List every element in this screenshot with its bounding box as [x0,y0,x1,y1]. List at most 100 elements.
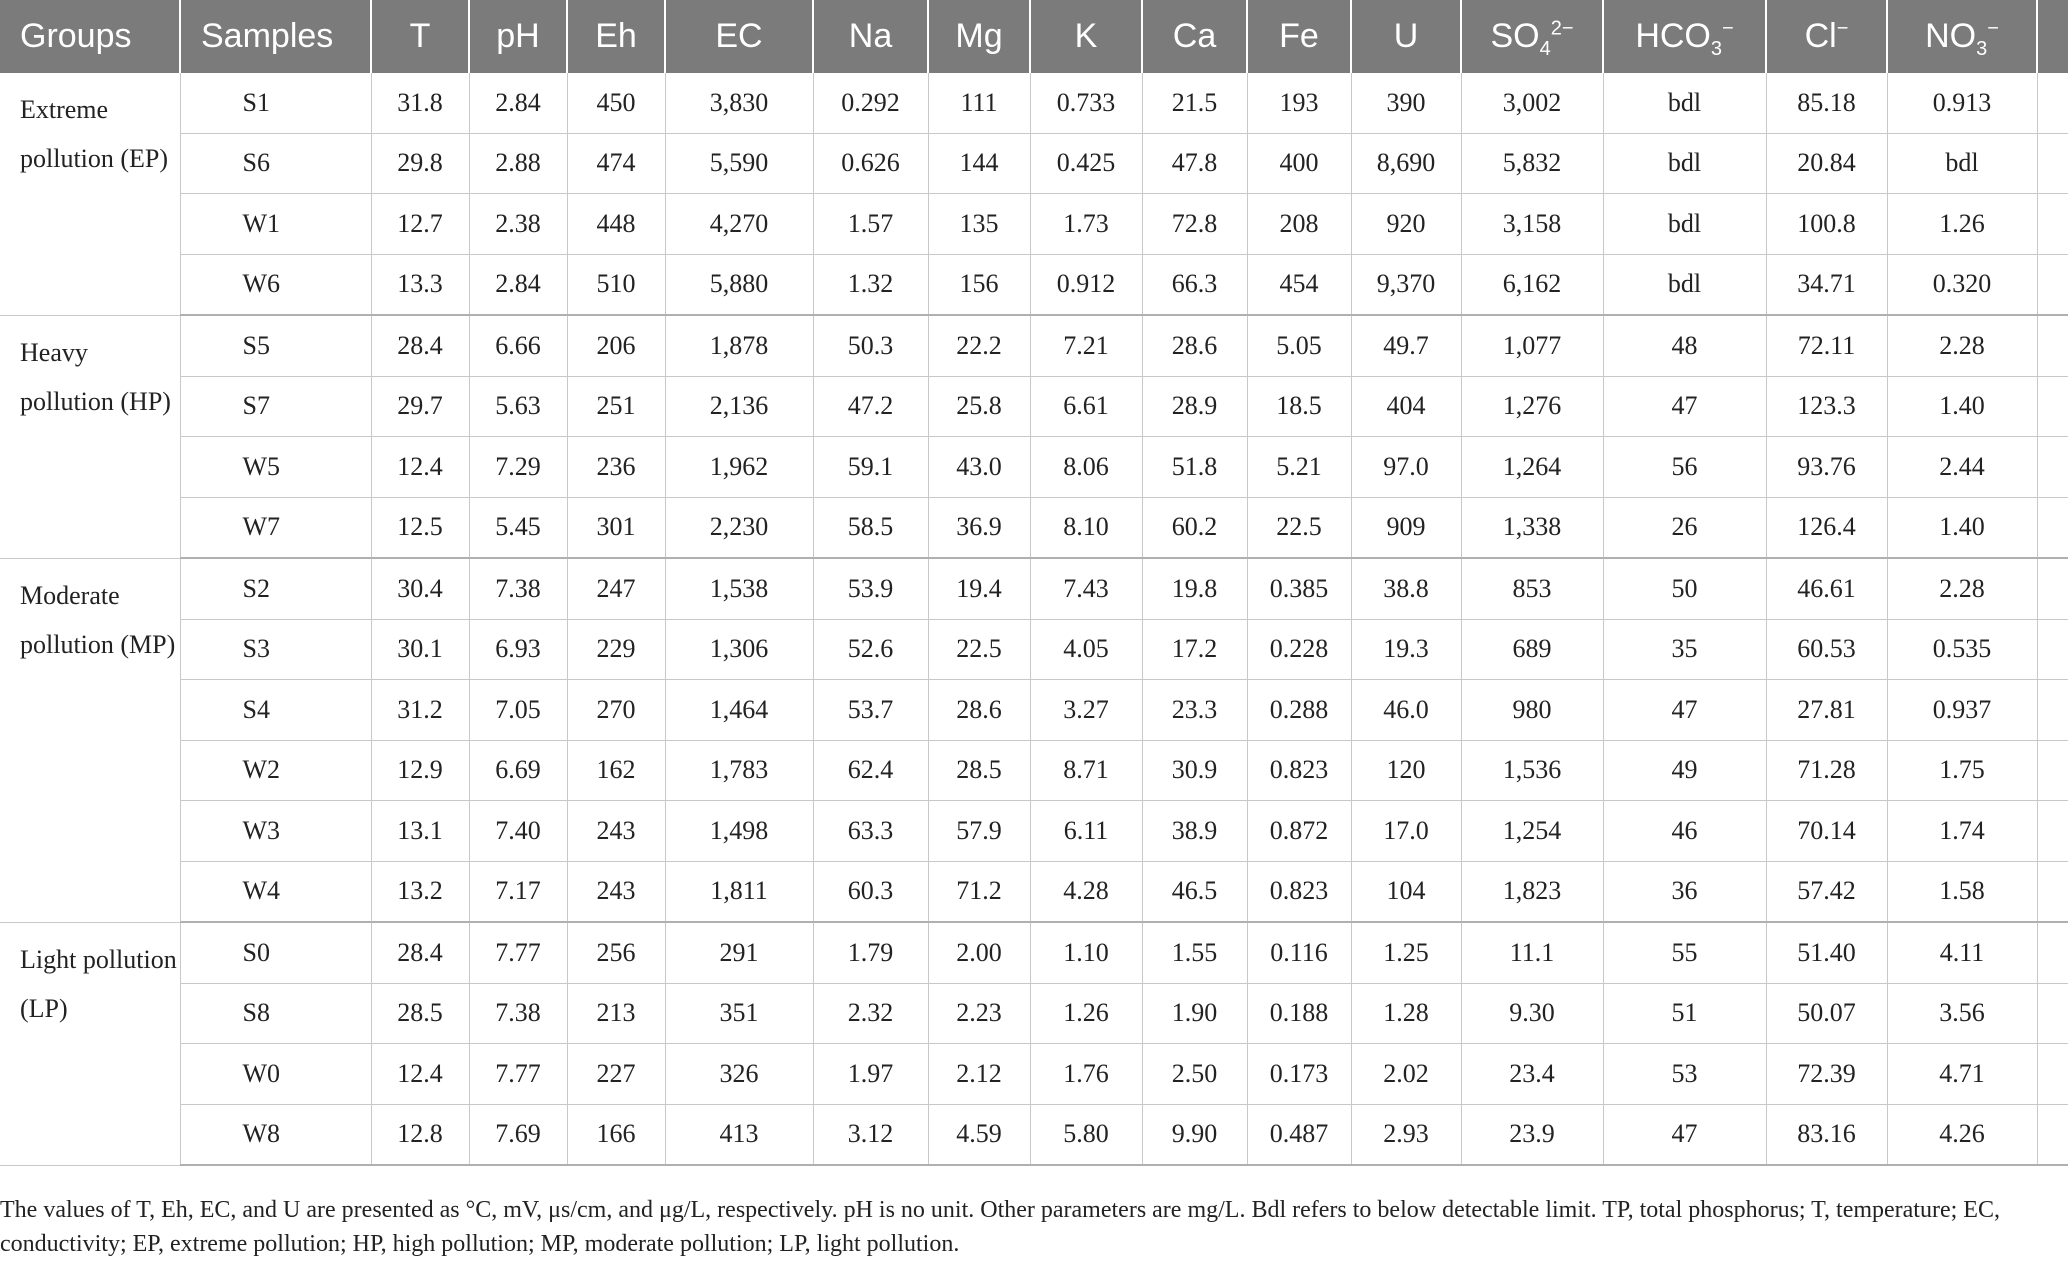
table-row: W7 12.5 5.45 301 2,230 58.5 36.9 8.10 60.2 22.5 90… [0,497,2068,559]
value-cell: 1.32 [813,254,929,316]
value-cell: 72.11 [1766,315,1888,377]
value-cell: 51 [1603,983,1767,1044]
value-cell: 0.011 [2037,558,2068,620]
value-cell: 1,464 [665,679,814,741]
value-cell: bdl [1887,133,2038,194]
value-cell: 193 [1247,73,1352,134]
value-cell: 7.40 [469,800,568,862]
value-cell: 70.14 [1766,800,1888,862]
value-cell: 400 [1247,133,1352,194]
value-cell: 2.93 [1351,1104,1462,1166]
value-cell: 0.733 [1030,73,1143,134]
value-cell: 53.7 [813,679,929,741]
value-cell: 20.84 [1766,133,1888,194]
value-cell: 6.54 [2037,133,2068,194]
header-ca: Ca [1142,0,1248,73]
value-cell: 3,158 [1461,193,1604,255]
value-cell: 0.912 [1030,254,1143,316]
value-cell: 7.77 [469,922,568,984]
value-cell: 60.2 [1142,497,1248,559]
value-cell: 1,811 [665,861,814,923]
value-cell: 53 [1603,1043,1767,1105]
value-cell: 49 [1603,740,1767,801]
table-row: W5 12.4 7.29 236 1,962 59.1 43.0 8.06 51.8 5.21 97… [0,436,2068,498]
value-cell: 1,276 [1461,376,1604,437]
value-cell: 100.8 [1766,193,1888,255]
value-cell: 29.8 [371,133,470,194]
value-cell: 2.84 [469,73,568,134]
value-cell: 18.5 [1247,376,1352,437]
value-cell: 0.425 [1030,133,1143,194]
value-cell: 404 [1351,376,1462,437]
value-cell: 7.05 [469,679,568,741]
value-cell: 0.031 [2037,922,2068,984]
value-cell: 1.79 [813,922,929,984]
value-cell: 55 [1603,922,1767,984]
table-row: W8 12.8 7.69 166 413 3.12 4.59 5.80 9.90 0.487 2.9… [0,1104,2068,1166]
value-cell: 50.3 [813,315,929,377]
value-cell: 2.50 [1142,1043,1248,1105]
value-cell: 450 [567,73,666,134]
value-cell: 144 [928,133,1031,194]
value-cell: 1.75 [1887,740,2038,801]
value-cell: 66.3 [1142,254,1248,316]
value-cell: 7.69 [469,1104,568,1166]
table-row: S8 28.5 7.38 213 351 2.32 2.23 1.26 1.90 0.188 1.2… [0,983,2068,1044]
water-chemistry-table: Groups Samples T pH Eh EC Na Mg K Ca Fe … [0,0,2068,1166]
header-so4: SO42− [1461,0,1604,73]
value-cell: 104 [1351,861,1462,923]
value-cell: 1,538 [665,558,814,620]
value-cell: 6.69 [469,740,568,801]
value-cell: 17.0 [1351,800,1462,862]
sample-id-cell: W5 [180,436,372,498]
value-cell: 4.59 [928,1104,1031,1166]
value-cell: 0.292 [813,73,929,134]
table-row: W1 12.7 2.38 448 4,270 1.57 135 1.73 72.8 208 920 3… [0,193,2068,255]
value-cell: 3.12 [813,1104,929,1166]
value-cell: 6.61 [1030,376,1143,437]
sample-id-cell: W4 [180,861,372,923]
sample-id-cell: W6 [180,254,372,316]
header-row: Groups Samples T pH Eh EC Na Mg K Ca Fe … [0,0,2068,73]
value-cell: 28.6 [1142,315,1248,377]
value-cell: 6,162 [1461,254,1604,316]
table-footnote: The values of T, Eh, EC, and U are prese… [0,1197,2000,1257]
header-na: Na [813,0,929,73]
value-cell: 6.11 [1030,800,1143,862]
value-cell: 2.26 [2037,73,2068,134]
value-cell: 56 [1603,436,1767,498]
value-cell: bdl [1603,73,1767,134]
group-label: Extreme pollution (EP) [0,73,181,316]
value-cell: 0.007 [2037,619,2068,680]
value-cell: 0.013 [2037,679,2068,741]
sample-id-cell: W7 [180,497,372,559]
value-cell: 5,832 [1461,133,1604,194]
table-row: S3 30.1 6.93 229 1,306 52.6 22.5 4.05 17.2 0.228 1… [0,619,2068,680]
value-cell: 0.385 [1247,558,1352,620]
value-cell: 1,077 [1461,315,1604,377]
value-cell: 47 [1603,679,1767,741]
table-row: W3 13.1 7.40 243 1,498 63.3 57.9 6.11 38.9 0.872 1… [0,800,2068,862]
value-cell: 7.43 [1030,558,1143,620]
value-cell: 909 [1351,497,1462,559]
value-cell: 1,254 [1461,800,1604,862]
value-cell: 0.913 [1887,73,2038,134]
value-cell: 4.05 [1030,619,1143,680]
value-cell: 35 [1603,619,1767,680]
value-cell: 0.173 [1247,1043,1352,1105]
value-cell: 71.28 [1766,740,1888,801]
value-cell: 0.308 [2037,436,2068,498]
value-cell: 48 [1603,315,1767,377]
value-cell: 1.25 [1351,922,1462,984]
value-cell: 12.7 [371,193,470,255]
value-cell: 1.90 [1142,983,1248,1044]
value-cell: 58.5 [813,497,929,559]
value-cell: 2.44 [1887,436,2038,498]
value-cell: 0.072 [2037,861,2068,923]
value-cell: 5.05 [1247,315,1352,377]
value-cell: 28.5 [371,983,470,1044]
value-cell: 8.10 [1030,497,1143,559]
value-cell: 2.38 [469,193,568,255]
value-cell: 3,002 [1461,73,1604,134]
table-row: Light pollution (LP) S0 28.4 7.77 256 291 1.79… [0,922,2068,1166]
